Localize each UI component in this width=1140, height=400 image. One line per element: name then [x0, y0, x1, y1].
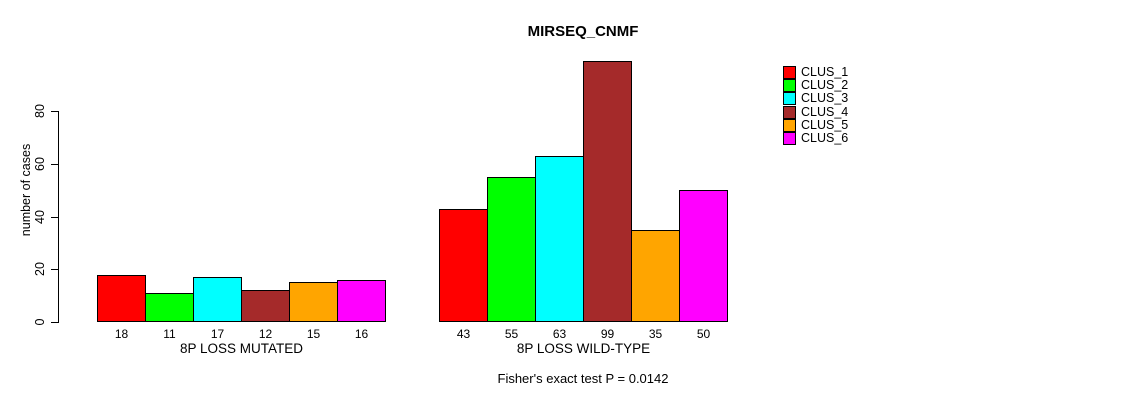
fisher-test-footnote: Fisher's exact test P = 0.0142 — [497, 371, 669, 386]
bar-value-label: 63 — [552, 327, 567, 341]
y-axis-tick — [51, 164, 58, 165]
bar-clus_6 — [679, 190, 728, 322]
bar-value-label: 35 — [648, 327, 663, 341]
y-axis-tick-label: 80 — [33, 104, 47, 118]
y-axis-label: number of cases — [19, 143, 33, 237]
bar-value-label: 43 — [456, 327, 471, 341]
bar-clus_1 — [439, 209, 488, 322]
bar-value-label: 11 — [163, 327, 176, 341]
y-axis-tick-label: 60 — [33, 157, 47, 171]
y-axis-tick-label: 20 — [33, 262, 47, 276]
y-axis-line — [58, 111, 59, 323]
bar-clus_3 — [193, 277, 242, 322]
bar-clus_3 — [535, 156, 584, 322]
legend-color-swatch — [783, 66, 796, 79]
legend-color-swatch — [783, 132, 796, 145]
bar-clus_1 — [97, 275, 146, 322]
legend-item: CLUS_6 — [783, 132, 848, 145]
legend-item: CLUS_1 — [783, 66, 848, 79]
bar-clus_5 — [289, 282, 338, 322]
legend-color-swatch — [783, 105, 796, 119]
legend-color-swatch — [783, 79, 796, 93]
x-group-label: 8P LOSS MUTATED — [179, 341, 304, 356]
y-axis-tick — [51, 322, 58, 323]
bar-clus_2 — [145, 293, 194, 322]
y-axis-tick — [51, 269, 58, 270]
bar-clus_2 — [487, 177, 536, 322]
legend-label: CLUS_4 — [801, 104, 849, 119]
legend-item: CLUS_4 — [783, 104, 849, 119]
x-group-label: 8P LOSS WILD-TYPE — [516, 341, 651, 356]
bar-value-label: 50 — [696, 327, 711, 341]
legend-color-swatch — [783, 92, 796, 106]
bar-clus_4 — [241, 290, 290, 322]
bar-clus_4 — [583, 61, 632, 322]
legend-item: CLUS_3 — [783, 91, 849, 106]
legend-item: CLUS_5 — [783, 117, 849, 132]
bar-clus_6 — [337, 280, 386, 322]
legend-label: CLUS_5 — [801, 117, 849, 132]
y-axis-tick — [51, 111, 58, 112]
bar-value-label: 99 — [600, 327, 615, 341]
bar-value-label: 12 — [258, 327, 273, 341]
y-axis-tick-label: 0 — [33, 318, 47, 326]
legend-label: CLUS_1 — [801, 65, 849, 79]
bar-value-label: 18 — [114, 327, 129, 341]
chart-title: MIRSEQ_CNMF — [527, 23, 639, 40]
legend-item: CLUS_2 — [783, 78, 849, 93]
legend-color-swatch — [783, 118, 796, 132]
legend-label: CLUS_2 — [801, 78, 849, 93]
bar-value-label: 15 — [306, 327, 321, 341]
legend-label: CLUS_6 — [801, 131, 849, 145]
legend-label: CLUS_3 — [801, 91, 849, 106]
y-axis-tick — [51, 217, 58, 218]
bar-clus_5 — [631, 230, 680, 322]
bar-value-label: 55 — [504, 327, 519, 341]
bar-value-label: 16 — [354, 327, 369, 341]
bar-value-label: 17 — [210, 327, 225, 341]
y-axis-tick-label: 40 — [33, 210, 47, 224]
